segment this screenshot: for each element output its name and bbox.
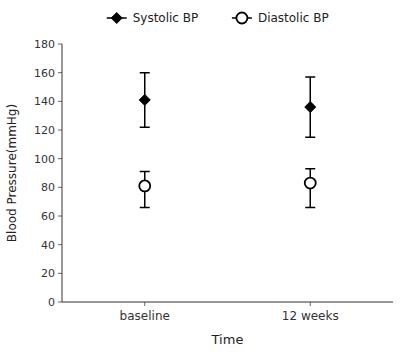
y-tick [58, 187, 62, 188]
y-tick-label: 20 [41, 267, 55, 280]
y-tick-label: 180 [34, 38, 55, 51]
legend-swatch [236, 13, 247, 24]
y-tick [58, 44, 62, 45]
y-tick [58, 72, 62, 73]
y-axis-line [62, 44, 63, 302]
y-tick [58, 302, 62, 303]
y-tick-label: 100 [34, 153, 55, 166]
y-tick [58, 244, 62, 245]
point [139, 94, 150, 105]
x-tick-label: baseline [120, 309, 170, 323]
error-bar [140, 172, 150, 208]
point [305, 178, 316, 189]
x-axis-label: Time [211, 332, 244, 347]
x-tick [144, 302, 145, 306]
y-tick [58, 101, 62, 102]
error-bar [305, 77, 315, 137]
x-tick-label: 12 weeks [282, 309, 339, 323]
error-bar [140, 73, 150, 127]
y-tick [58, 216, 62, 217]
y-tick-label: 160 [34, 67, 55, 80]
legend-swatch [111, 13, 122, 24]
y-tick-label: 120 [34, 124, 55, 137]
y-tick [58, 273, 62, 274]
legend-item: Systolic BP [107, 11, 199, 25]
y-tick-label: 40 [41, 239, 55, 252]
legend-label: Systolic BP [133, 11, 199, 25]
chart: 0 20 40 60 80 100 120 140 160 180 baseline 12 weeks… [0, 0, 409, 354]
y-tick [58, 130, 62, 131]
y-tick [58, 158, 62, 159]
y-tick-label: 80 [41, 181, 55, 194]
legend-item: Diastolic BP [232, 11, 329, 25]
error-bar [305, 169, 315, 208]
point [139, 180, 150, 191]
legend: Systolic BP Diastolic BP [107, 11, 329, 25]
y-axis-label: Blood Pressure(mmHg) [5, 104, 19, 242]
y-tick-label: 0 [48, 296, 55, 309]
point [305, 102, 316, 113]
plot-area [139, 73, 316, 208]
series [139, 169, 316, 208]
x-tick [310, 302, 311, 306]
y-tick-label: 60 [41, 210, 55, 223]
legend-label: Diastolic BP [258, 11, 329, 25]
x-axis-line [62, 302, 393, 303]
y-tick-label: 140 [34, 95, 55, 108]
series [139, 73, 316, 138]
